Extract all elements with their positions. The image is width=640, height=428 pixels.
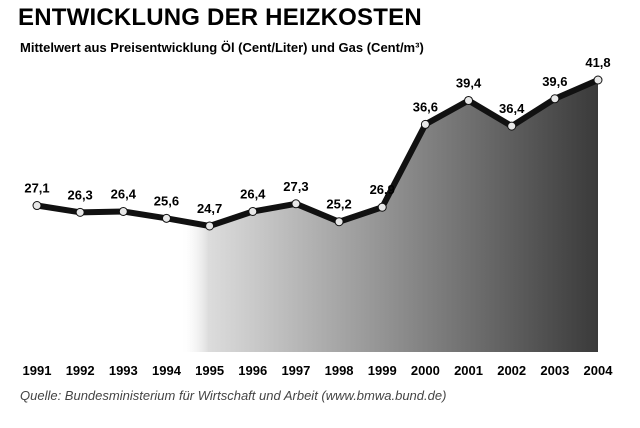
x-tick-label: 1993 [109, 363, 138, 378]
data-point [118, 206, 128, 216]
data-point [75, 207, 85, 217]
data-point [464, 95, 474, 105]
data-point [377, 202, 387, 212]
x-tick-label: 1996 [238, 363, 267, 378]
data-label: 39,4 [456, 75, 482, 90]
chart-subtitle: Mittelwert aus Preisentwicklung Öl (Cent… [20, 40, 424, 55]
chart-source: Quelle: Bundesministerium für Wirtschaft… [20, 388, 447, 403]
data-point [32, 201, 42, 211]
data-label: 25,2 [326, 197, 351, 212]
data-point [334, 217, 344, 227]
chart-title: ENTWICKLUNG DER HEIZKOSTEN [18, 4, 422, 31]
data-point [291, 199, 301, 209]
data-label: 26,4 [111, 186, 137, 201]
x-tick-label: 1995 [195, 363, 224, 378]
x-tick-label: 2004 [584, 363, 614, 378]
x-tick-label: 1998 [325, 363, 354, 378]
data-label: 26,9 [370, 182, 395, 197]
data-label: 25,6 [154, 193, 179, 208]
data-label: 24,7 [197, 201, 222, 216]
data-label: 26,3 [67, 187, 92, 202]
data-point [161, 213, 171, 223]
x-tick-label: 2002 [497, 363, 526, 378]
data-label: 36,6 [413, 99, 438, 114]
x-tick-label: 2001 [454, 363, 483, 378]
x-tick-label: 1991 [23, 363, 52, 378]
data-label: 27,1 [24, 181, 49, 196]
data-point [507, 121, 517, 131]
x-tick-label: 2000 [411, 363, 440, 378]
data-point [420, 119, 430, 129]
data-label: 39,6 [542, 74, 567, 89]
x-tick-label: 1997 [281, 363, 310, 378]
x-tick-label: 1992 [66, 363, 95, 378]
data-point [248, 206, 258, 216]
data-point [205, 221, 215, 231]
x-tick-label: 1999 [368, 363, 397, 378]
data-label: 27,3 [283, 179, 308, 194]
x-tick-label: 2003 [540, 363, 569, 378]
data-label: 41,8 [585, 55, 610, 70]
x-tick-label: 1994 [152, 363, 182, 378]
data-label: 26,4 [240, 186, 266, 201]
series-line [34, 77, 601, 229]
data-point [550, 94, 560, 104]
data-point [593, 75, 603, 85]
data-label: 36,4 [499, 101, 525, 116]
